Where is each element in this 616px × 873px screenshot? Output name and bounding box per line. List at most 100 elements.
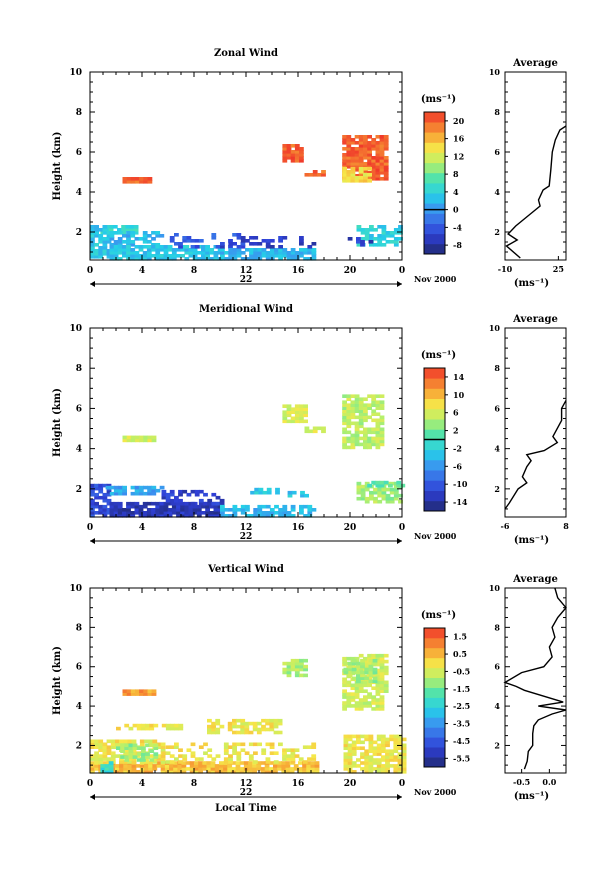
heatmap-cell xyxy=(346,150,352,154)
heatmap-cell xyxy=(131,748,137,752)
heatmap-cell xyxy=(147,485,152,490)
heatmap-cell xyxy=(159,514,165,518)
heatmap-cell xyxy=(343,758,349,762)
heatmap-cell xyxy=(300,490,305,495)
heatmap-cell xyxy=(381,487,387,492)
heatmap-cell xyxy=(377,499,383,504)
heatmap-cell xyxy=(358,680,364,685)
heatmap-cell xyxy=(342,418,347,423)
heatmap-cell xyxy=(354,174,360,178)
heatmap-cell xyxy=(136,752,142,756)
heatmap-cell xyxy=(376,767,382,771)
heatmap-cell xyxy=(167,511,173,515)
heatmap-cell xyxy=(367,179,372,183)
heatmap-cell xyxy=(113,243,119,247)
heatmap-cell xyxy=(169,760,175,764)
heatmap-cell xyxy=(367,147,372,151)
heatmap-cell xyxy=(184,514,190,518)
heatmap-cell xyxy=(102,498,108,503)
heatmap-cell xyxy=(358,170,364,174)
heatmap-cell xyxy=(98,511,104,515)
heatmap-cell xyxy=(354,179,360,183)
heatmap-cell xyxy=(393,493,399,498)
heatmap-cell xyxy=(130,501,136,506)
heatmap-cell xyxy=(379,168,385,172)
heatmap-cell xyxy=(98,240,104,244)
heatmap-cell xyxy=(385,234,391,238)
heatmap-cell xyxy=(375,156,381,160)
heatmap-cell xyxy=(223,748,229,752)
colorbar-frame xyxy=(423,627,446,768)
colorbar-tick-label: -10 xyxy=(453,479,468,489)
heatmap-cell xyxy=(383,665,389,670)
heatmap-cell xyxy=(360,676,365,681)
heatmap-cell xyxy=(102,742,108,747)
heatmap-cell xyxy=(184,508,190,512)
heatmap-cell xyxy=(146,511,152,515)
heatmap-cell xyxy=(289,767,295,771)
heatmap-cell xyxy=(231,770,237,774)
heatmap-cell xyxy=(265,504,271,509)
heatmap-cell xyxy=(192,248,198,252)
heatmap-cell xyxy=(257,514,263,518)
colorbar-swatch xyxy=(424,717,445,728)
y-tick-label: 2 xyxy=(76,741,82,751)
heatmap-cell xyxy=(184,245,190,249)
date-axis-arrow xyxy=(397,281,402,287)
heatmap-cell xyxy=(174,498,179,503)
heatmap-cell xyxy=(106,483,112,488)
heatmap-cell xyxy=(248,730,254,735)
heatmap-cell xyxy=(201,257,206,261)
heatmap-cell xyxy=(161,723,167,728)
heatmap-cell xyxy=(282,254,288,258)
heatmap-cell xyxy=(397,740,403,745)
heatmap-cell xyxy=(240,727,246,732)
heatmap-cell xyxy=(372,670,378,675)
heatmap-cell xyxy=(215,718,221,723)
heatmap-cell xyxy=(350,692,356,696)
heatmap-cell xyxy=(379,427,385,432)
heatmap-cell xyxy=(141,755,146,759)
heatmap-cell xyxy=(307,508,313,512)
heatmap-cell xyxy=(122,251,127,255)
heatmap-cell xyxy=(94,228,99,232)
heatmap-cell xyxy=(343,767,349,771)
heatmap-cell xyxy=(346,680,352,685)
heatmap-cell xyxy=(126,438,132,443)
heatmap-cell xyxy=(381,228,387,232)
heatmap-cell xyxy=(375,668,381,673)
heatmap-cell xyxy=(377,490,383,495)
heatmap-cell xyxy=(372,749,378,753)
heatmap-cell xyxy=(273,718,279,723)
heatmap-cell xyxy=(153,743,159,748)
heatmap-cell xyxy=(194,767,199,771)
heatmap-cell xyxy=(147,692,153,696)
heatmap-cell xyxy=(356,740,361,745)
heatmap-cell xyxy=(379,668,385,673)
heatmap-cell xyxy=(385,752,390,756)
heatmap-cell xyxy=(236,742,242,747)
heatmap-cell xyxy=(346,418,352,423)
x-tick-label: 0 xyxy=(87,779,93,789)
heatmap-cell xyxy=(190,751,196,755)
colorbar-tick-label: -14 xyxy=(453,497,468,507)
heatmap-cell xyxy=(368,761,374,765)
heatmap-cell xyxy=(227,721,233,726)
heatmap-cell xyxy=(185,761,191,765)
heatmap-cell xyxy=(130,231,136,235)
heatmap-cell xyxy=(278,248,283,252)
average-x-tick-label: 25 xyxy=(553,264,564,274)
heatmap-cell xyxy=(372,676,378,681)
heatmap-cell xyxy=(249,242,254,246)
heatmap-cell xyxy=(104,767,110,771)
heatmap-cell xyxy=(194,757,200,761)
heatmap-cell xyxy=(261,718,266,723)
heatmap-cell xyxy=(380,746,386,750)
heatmap-cell xyxy=(354,147,360,151)
heatmap-cell xyxy=(294,661,300,666)
heatmap-cell xyxy=(265,245,271,249)
heatmap-cell xyxy=(347,752,353,756)
heatmap-cell xyxy=(371,159,377,163)
heatmap-cell xyxy=(358,668,364,673)
